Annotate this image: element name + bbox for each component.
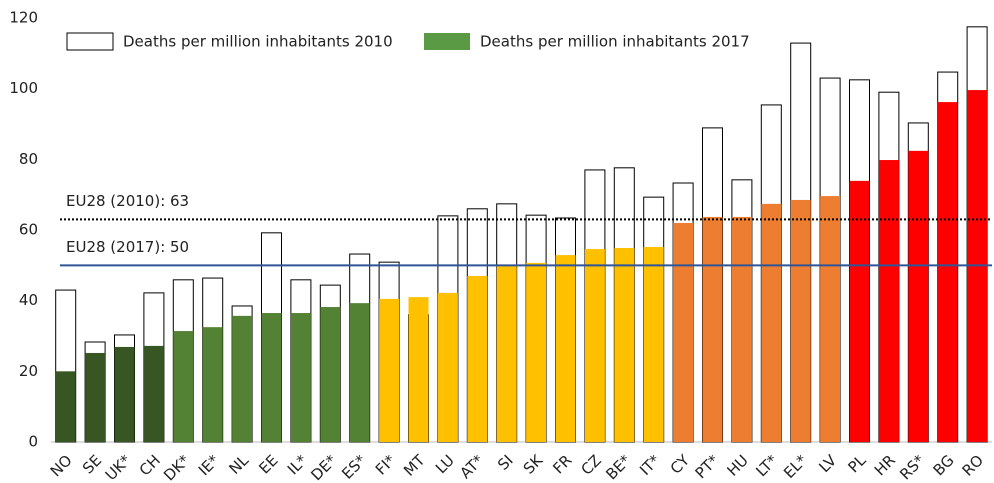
x-tick-label: EL* [780,451,811,482]
x-tick-label: IT* [636,451,664,479]
y-tick-label: 80 [19,150,38,168]
bar-2017 [467,275,488,442]
legend-label: Deaths per million inhabitants 2017 [480,33,750,51]
x-tick-label: LT* [752,451,781,480]
x-tick-label: PT* [692,451,723,482]
reference-label: EU28 (2010): 63 [66,192,189,210]
x-tick-label: LU [432,451,458,477]
legend-swatch [424,33,470,50]
bar-2017 [614,248,635,442]
x-tick-label: AT* [456,451,487,482]
bar-2017 [202,327,223,442]
x-tick-label: SE [79,451,105,477]
bar-2017 [643,246,664,442]
bar-2017 [496,264,517,442]
bar-2017 [820,196,841,442]
y-tick-label: 20 [19,362,38,380]
bar-2017 [878,160,899,443]
reference-label: EU28 (2017): 50 [66,238,189,256]
x-tick-label: BG [930,451,958,479]
bar-2017 [673,222,694,442]
bar-2017 [761,203,782,442]
x-tick-label: IE* [195,451,223,479]
x-tick-label: CH [136,451,164,479]
bar-2017 [349,303,370,442]
bar-2017 [55,371,76,442]
x-tick-label: RS* [896,451,928,483]
bar-2017 [526,262,547,442]
x-tick-label: RO [959,451,987,479]
x-tick-label: BE* [602,451,634,483]
bar-2017 [408,297,429,442]
x-tick-label: SK [520,450,547,477]
bar-2017 [731,216,752,442]
x-tick-label: CZ [578,451,605,478]
bar-2017 [937,102,958,443]
bar-2017 [790,199,811,442]
x-tick-label: DE* [307,451,340,483]
x-tick-label: DK* [160,451,194,483]
bar-2017 [232,315,253,442]
bar-2017 [173,331,194,442]
bar-2017 [908,150,929,442]
bar-2017 [849,180,870,443]
x-tick-label: IL* [284,451,311,478]
x-tick-label: FI* [372,451,400,479]
bar-2017 [261,313,282,442]
x-tick-label: FR [549,451,575,477]
legend-label: Deaths per million inhabitants 2010 [123,33,393,51]
bar-2017 [85,352,106,442]
x-tick-label: MT [400,451,429,480]
y-tick-label: 100 [9,79,38,97]
x-tick-label: ES* [338,451,370,483]
y-tick-label: 120 [9,9,38,27]
x-tick-label: EE [255,451,281,477]
x-tick-label: LV [815,451,840,476]
x-tick-label: HU [723,451,751,479]
x-tick-label: SI [494,451,517,474]
bar-2017 [143,345,164,442]
bar-2017 [320,307,341,442]
y-tick-label: 60 [19,221,38,239]
x-tick-label: PL [844,451,869,476]
x-tick-label: NO [47,451,76,480]
x-tick-label: UK* [102,451,135,483]
bar-2017 [290,313,311,442]
x-tick-label: NL [226,451,253,478]
bar-2017 [702,216,723,442]
x-tick-label: CY [667,451,694,478]
bar-2017 [584,249,605,442]
bar-2017 [114,346,135,442]
bar-2017 [379,298,400,442]
x-tick-label: HR [871,451,899,479]
bar-2017 [555,255,576,442]
bar-2017 [437,292,458,442]
y-tick-label: 0 [28,433,38,451]
legend-swatch [66,32,114,51]
y-tick-label: 40 [19,291,38,309]
